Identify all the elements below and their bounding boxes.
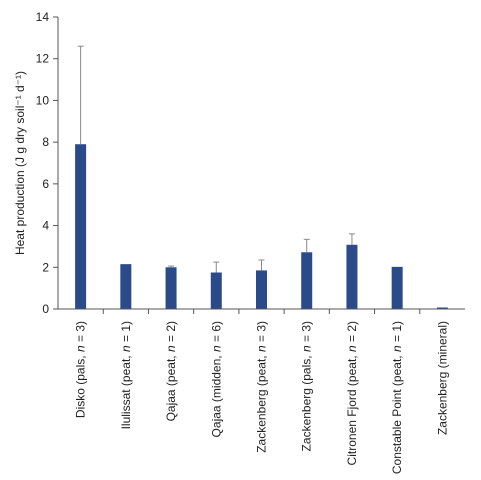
bar	[210, 272, 222, 309]
y-axis: 0 2 4 6 8 10 12 14	[36, 10, 59, 316]
bar	[165, 267, 177, 309]
y-axis-label: Heat production (J g dry soil⁻¹ d⁻¹)	[13, 71, 27, 255]
x-tick-label: Qajaa (midden, n = 6)	[209, 321, 223, 437]
y-tick-label: 2	[42, 260, 49, 274]
bar	[391, 266, 403, 309]
y-tick-label: 6	[42, 177, 49, 191]
bars	[75, 144, 448, 309]
x-tick-label: Zackenberg (pals, n = 3)	[300, 321, 314, 451]
x-axis: Disko (pals, n = 3) Ilulissat (peat, n = …	[58, 308, 465, 474]
bar	[301, 252, 313, 309]
bar	[436, 307, 448, 309]
x-tick-label: Zackenberg (peat, n = 3)	[255, 321, 269, 453]
y-tick-label: 4	[42, 219, 49, 233]
bar	[120, 264, 132, 309]
x-tick-label: Disko (pals, n = 3)	[74, 321, 88, 418]
x-tick-label: Ilulissat (peat, n = 1)	[119, 321, 133, 429]
bar	[256, 270, 267, 309]
bar	[75, 144, 87, 309]
y-tick-label: 12	[36, 52, 50, 66]
y-tick-label: 0	[42, 302, 49, 316]
x-tick-label: Zackenberg (mineral)	[435, 321, 449, 435]
x-tick-label: Qajaa (peat, n = 2)	[164, 321, 178, 421]
bar	[346, 244, 358, 309]
y-tick-label: 14	[36, 10, 50, 24]
error-bars	[77, 45, 355, 273]
x-tick-label: Citronen Fjord (peat, n = 2)	[345, 321, 359, 465]
y-tick-label: 8	[42, 135, 49, 149]
y-tick-label: 10	[36, 93, 50, 107]
x-tick-label: Constable Point (peat, n = 1)	[390, 321, 404, 474]
